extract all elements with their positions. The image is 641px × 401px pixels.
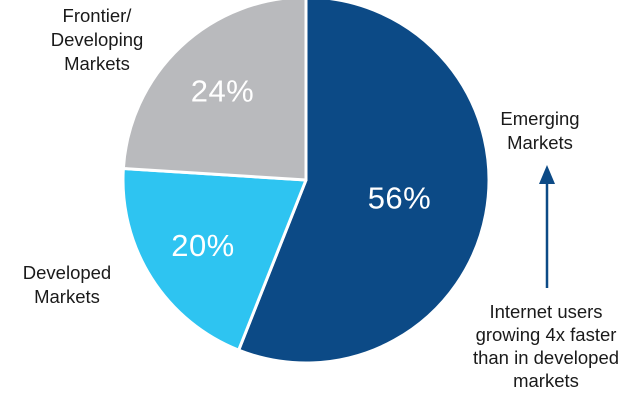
pie-slices [121,0,491,365]
value-label-developed-markets: 20% [171,228,235,263]
value-label-emerging-markets: 56% [368,180,432,215]
growth-annotation: Internet users growing 4x faster than in… [472,301,620,391]
growth-arrow-head [539,165,555,184]
label-developed-markets: Developed Markets [22,262,112,307]
label-emerging-markets: Emerging Markets [500,108,580,153]
pie-value-labels: 56% 20% 24% [171,74,431,263]
pie-slice-frontier-developing-markets [121,0,308,182]
pie-slice-developed-markets [121,167,308,352]
label-frontier-developing-markets: Frontier/ Developing Markets [50,5,144,74]
pie-slice-emerging-markets [237,0,491,365]
growth-arrow [539,165,555,288]
value-label-frontier-developing-markets: 24% [191,74,255,109]
